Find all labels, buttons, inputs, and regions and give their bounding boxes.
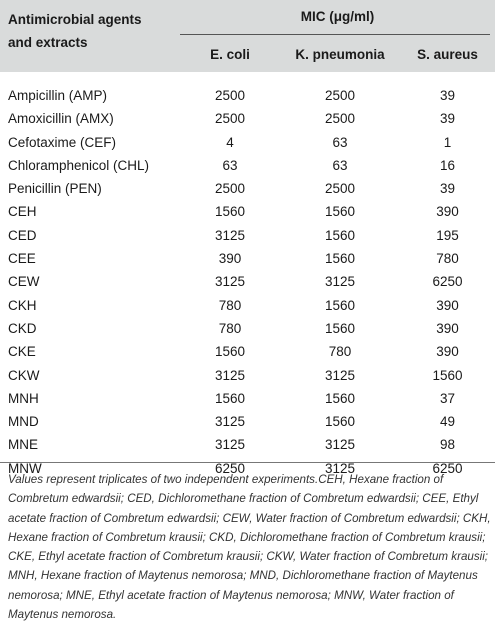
agents-column-header: Antimicrobial agents and extracts bbox=[8, 8, 178, 54]
mic-s-aureus: 6250 bbox=[432, 460, 463, 476]
table-row: CKE 1560 780 390 bbox=[0, 341, 495, 364]
mic-k-pneumonia: 780 bbox=[328, 344, 352, 360]
mic-s-aureus: 39 bbox=[439, 88, 456, 103]
mic-s-aureus: 390 bbox=[436, 320, 459, 336]
mic-k-pneumonia: 3125 bbox=[324, 437, 356, 453]
mic-e-coli: 6250 bbox=[214, 460, 246, 476]
table-row: CEE 390 1560 780 bbox=[0, 248, 495, 271]
agent-name: Ampicillin (AMP) bbox=[8, 88, 108, 103]
mic-group-header: MIC (μg/ml) bbox=[300, 9, 375, 24]
mic-s-aureus: 780 bbox=[436, 251, 459, 267]
agent-name: Amoxicillin (AMX) bbox=[8, 111, 114, 127]
mic-e-coli: 1560 bbox=[214, 390, 246, 406]
table-footnote: Values represent triplicates of two inde… bbox=[8, 473, 491, 622]
mic-e-coli: 3125 bbox=[214, 414, 246, 430]
agent-name: CKW bbox=[8, 367, 40, 383]
mic-e-coli: 2500 bbox=[214, 181, 246, 197]
mic-e-coli: 4 bbox=[226, 134, 234, 150]
mic-s-aureus: 39 bbox=[439, 111, 456, 127]
mic-e-coli: 390 bbox=[218, 251, 242, 267]
mic-k-pneumonia: 63 bbox=[332, 157, 348, 173]
agent-name: CKE bbox=[8, 344, 36, 360]
mic-s-aureus: 390 bbox=[436, 204, 459, 220]
mic-e-coli: 780 bbox=[218, 320, 242, 336]
table-row: CEH 1560 1560 390 bbox=[0, 201, 495, 224]
column-header-s-aureus: S. aureus bbox=[417, 47, 478, 62]
agent-name: CED bbox=[8, 227, 37, 243]
agent-name: CKH bbox=[8, 297, 37, 313]
mic-k-pneumonia: 63 bbox=[332, 134, 348, 150]
mic-k-pneumonia: 1560 bbox=[324, 414, 356, 430]
mic-e-coli: 3125 bbox=[214, 227, 246, 243]
table-row: CEW 3125 3125 6250 bbox=[0, 271, 495, 294]
table-row: Amoxicillin (AMX) 2500 2500 39 bbox=[0, 108, 495, 131]
mic-s-aureus: 1 bbox=[443, 134, 452, 150]
mic-e-coli: 780 bbox=[218, 297, 242, 313]
mic-s-aureus: 390 bbox=[436, 344, 459, 360]
agent-name: MNE bbox=[8, 437, 38, 453]
mic-s-aureus: 98 bbox=[439, 437, 456, 453]
mic-e-coli: 63 bbox=[222, 157, 238, 173]
agent-name: MNH bbox=[8, 390, 39, 406]
table-body: Ampicillin (AMP) 2500 2500 39 Amoxicilli… bbox=[0, 85, 495, 481]
column-header-k-pneumonia: K. pneumonia bbox=[295, 47, 385, 62]
mic-k-pneumonia: 2500 bbox=[324, 181, 356, 197]
mic-e-coli: 3125 bbox=[214, 274, 246, 290]
mic-e-coli: 2500 bbox=[214, 111, 246, 127]
table-row: Penicillin (PEN) 2500 2500 39 bbox=[0, 178, 495, 201]
mic-e-coli: 1560 bbox=[214, 344, 246, 360]
mic-k-pneumonia: 3125 bbox=[324, 367, 356, 383]
agents-header-line1: Antimicrobial agents bbox=[8, 12, 142, 27]
mic-e-coli: 3125 bbox=[214, 437, 246, 453]
mic-s-aureus: 195 bbox=[436, 227, 459, 243]
table-row: MND 3125 1560 49 bbox=[0, 411, 495, 434]
agent-name: CEE bbox=[8, 251, 36, 267]
mic-s-aureus: 16 bbox=[439, 157, 456, 173]
mic-k-pneumonia: 2500 bbox=[324, 111, 356, 127]
mic-e-coli: 3125 bbox=[214, 367, 246, 383]
table-header: Antimicrobial agents and extracts MIC (μ… bbox=[0, 0, 495, 72]
mic-k-pneumonia: 2500 bbox=[324, 88, 356, 103]
table-row: CKD 780 1560 390 bbox=[0, 318, 495, 341]
mic-k-pneumonia: 1560 bbox=[324, 204, 356, 220]
agent-name: Cefotaxime (CEF) bbox=[8, 134, 117, 150]
agent-name: MND bbox=[8, 414, 39, 430]
mic-e-coli: 2500 bbox=[214, 88, 246, 103]
table-row: MNH 1560 1560 37 bbox=[0, 388, 495, 411]
mic-s-aureus: 1560 bbox=[432, 367, 463, 383]
agent-name: MNW bbox=[8, 460, 42, 476]
agent-name: CEW bbox=[8, 274, 40, 290]
mic-k-pneumonia: 3125 bbox=[324, 460, 356, 476]
mic-s-aureus: 49 bbox=[439, 414, 456, 430]
mic-k-pneumonia: 1560 bbox=[324, 390, 356, 406]
agent-name: Chloramphenicol (CHL) bbox=[8, 157, 150, 173]
mic-k-pneumonia: 1560 bbox=[324, 227, 356, 243]
table-row: CED 3125 1560 195 bbox=[0, 225, 495, 248]
mic-k-pneumonia: 1560 bbox=[324, 320, 356, 336]
table-row: CKW 3125 3125 1560 bbox=[0, 365, 495, 388]
column-header-e-coli: E. coli bbox=[210, 47, 250, 62]
agent-name: CEH bbox=[8, 204, 37, 220]
table-row: CKH 780 1560 390 bbox=[0, 295, 495, 318]
table-bottom-divider bbox=[0, 462, 495, 463]
table-row: Chloramphenicol (CHL) 63 63 16 bbox=[0, 155, 495, 178]
mic-s-aureus: 6250 bbox=[432, 274, 463, 290]
mic-header-divider bbox=[180, 34, 490, 35]
mic-k-pneumonia: 1560 bbox=[324, 251, 356, 267]
table-row: MNE 3125 3125 98 bbox=[0, 434, 495, 457]
agents-header-line2: and extracts bbox=[8, 35, 88, 50]
table-row: Cefotaxime (CEF) 4 63 1 bbox=[0, 132, 495, 155]
mic-s-aureus: 39 bbox=[439, 181, 456, 197]
table-row: Ampicillin (AMP) 2500 2500 39 bbox=[0, 85, 495, 108]
mic-k-pneumonia: 1560 bbox=[324, 297, 356, 313]
table-row: MNW 6250 3125 6250 bbox=[0, 458, 495, 481]
mic-e-coli: 1560 bbox=[214, 204, 246, 220]
mic-s-aureus: 37 bbox=[439, 390, 456, 406]
mic-s-aureus: 390 bbox=[436, 297, 459, 313]
agent-name: Penicillin (PEN) bbox=[8, 181, 102, 197]
mic-k-pneumonia: 3125 bbox=[324, 274, 356, 290]
agent-name: CKD bbox=[8, 320, 37, 336]
